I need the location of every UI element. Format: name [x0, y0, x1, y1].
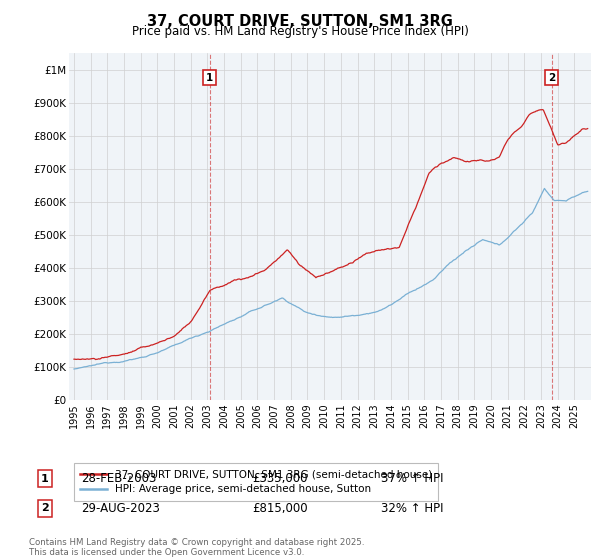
- Text: 37, COURT DRIVE, SUTTON, SM1 3RG: 37, COURT DRIVE, SUTTON, SM1 3RG: [147, 14, 453, 29]
- Text: 37% ↑ HPI: 37% ↑ HPI: [381, 472, 443, 486]
- Text: Contains HM Land Registry data © Crown copyright and database right 2025.
This d: Contains HM Land Registry data © Crown c…: [29, 538, 364, 557]
- Text: £815,000: £815,000: [252, 502, 308, 515]
- Text: 2: 2: [41, 503, 49, 514]
- Text: 29-AUG-2023: 29-AUG-2023: [81, 502, 160, 515]
- Text: 2: 2: [548, 72, 556, 82]
- Legend: 37, COURT DRIVE, SUTTON, SM1 3RG (semi-detached house), HPI: Average price, semi: 37, COURT DRIVE, SUTTON, SM1 3RG (semi-d…: [74, 463, 439, 501]
- Text: 28-FEB-2003: 28-FEB-2003: [81, 472, 157, 486]
- Text: Price paid vs. HM Land Registry's House Price Index (HPI): Price paid vs. HM Land Registry's House …: [131, 25, 469, 38]
- Text: 1: 1: [41, 474, 49, 484]
- Text: 1: 1: [206, 72, 214, 82]
- Text: 32% ↑ HPI: 32% ↑ HPI: [381, 502, 443, 515]
- Text: £335,000: £335,000: [252, 472, 308, 486]
